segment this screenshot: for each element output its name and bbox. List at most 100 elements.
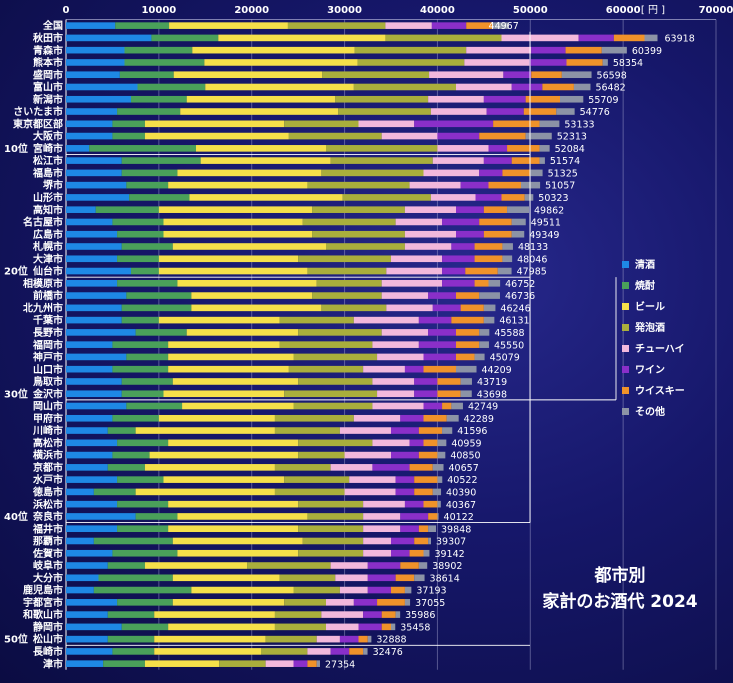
row-label: 大阪市 (33, 130, 63, 143)
bar-segment-5 (385, 22, 432, 29)
bar-segment-8 (391, 623, 396, 631)
bar-segment-5 (363, 525, 401, 533)
bar-row: 那覇市 39307 (33, 535, 466, 548)
legend-swatch (622, 282, 629, 289)
bar-segment-4 (219, 660, 266, 667)
bar-segment-6 (479, 169, 503, 177)
bar-segment-5 (429, 71, 504, 79)
total-label: 53133 (564, 119, 594, 130)
row-label: 富山市 (33, 81, 63, 94)
bar-segment-2 (112, 451, 150, 459)
bar-segment-6 (432, 304, 461, 312)
bar-segment-6 (428, 292, 456, 299)
bar-segment-8 (404, 586, 412, 594)
bar-segment-7 (507, 145, 540, 152)
unit-label: [ 円 ] (641, 5, 665, 16)
bar-segment-6 (409, 439, 424, 447)
bar-segment-1 (66, 169, 122, 177)
bar-segment-5 (377, 390, 415, 398)
bar-segment-3 (172, 243, 326, 250)
rank-label: 30位 (4, 387, 28, 400)
bar-segment-5 (404, 243, 452, 250)
bar-segment-3 (172, 599, 285, 606)
bar-segment-1 (66, 439, 118, 447)
bar-row: 岐阜市 38902 (33, 559, 462, 572)
bar-segment-3 (158, 255, 299, 263)
bar-segment-5 (381, 280, 443, 287)
total-label: 43719 (477, 377, 507, 388)
bar-segment-1 (66, 537, 94, 545)
bar-segment-4 (288, 132, 382, 140)
bar-segment-8 (492, 22, 509, 29)
legend-swatch (622, 324, 629, 331)
bar-segment-3 (163, 218, 303, 226)
bar-segment-3 (144, 660, 220, 667)
bar-segment-4 (293, 353, 378, 361)
bar-segment-6 (431, 22, 467, 29)
bar-segment-4 (274, 623, 326, 631)
bar-segment-3 (158, 267, 308, 275)
x-tick-label: 40000 (420, 5, 455, 16)
bar-segment-6 (395, 488, 415, 496)
bar-segment-7 (409, 464, 433, 471)
row-label: 名古屋市 (23, 216, 63, 229)
bar-segment-5 (409, 181, 461, 189)
bar-segment-2 (131, 267, 159, 275)
bar-row: 水戸市 40522 (32, 473, 478, 486)
bar-segment-2 (107, 464, 145, 471)
total-label: 46246 (500, 303, 530, 314)
bar-segment-8 (437, 476, 443, 483)
bar-segment-3 (168, 341, 280, 348)
bar-segment-5 (456, 83, 512, 91)
bar-segment-1 (66, 660, 104, 667)
bar-row: 金沢市 43698 (32, 387, 507, 400)
row-label: 岐阜市 (33, 559, 63, 572)
bar-segment-2 (103, 660, 145, 667)
bar-segment-2 (126, 402, 183, 410)
bar-segment-1 (66, 648, 113, 655)
bar-row: 甲府市 42289 (33, 412, 494, 425)
bar-segment-7 (511, 157, 540, 164)
bar-segment-1 (66, 157, 122, 164)
total-label: 32888 (376, 635, 406, 646)
bar-row: 長野市 45588 (33, 326, 525, 339)
x-tick-label: 60000 (606, 5, 641, 16)
bar-segment-4 (330, 157, 433, 164)
row-label: 宮崎市 (33, 142, 63, 155)
bar-segment-5 (339, 427, 391, 434)
bar-segment-1 (66, 390, 122, 398)
bar-segment-8 (456, 365, 477, 373)
rank-marker: 10位 (4, 142, 530, 155)
bar-segment-2 (112, 648, 155, 655)
x-tick-label: 10000 (141, 5, 176, 16)
bar-segment-8 (404, 599, 411, 606)
bar-segment-1 (66, 255, 118, 263)
bar-segment-5 (386, 304, 433, 312)
bar-segment-4 (293, 402, 373, 410)
bar-segment-5 (316, 635, 340, 643)
bar-segment-1 (66, 586, 94, 594)
bar-segment-3 (191, 586, 294, 594)
row-label: 山口市 (33, 363, 63, 376)
bar-segment-7 (488, 181, 521, 189)
row-label: 大津市 (33, 252, 63, 265)
bar-segment-3 (196, 145, 326, 152)
bar-segment-8 (539, 157, 545, 164)
bar-segment-7 (381, 611, 396, 618)
bar-row: 仙台市 47985 (33, 265, 547, 278)
row-label: 高知市 (33, 203, 63, 216)
bar-row: 長崎市 32476 (33, 645, 403, 658)
bar-segment-5 (386, 267, 443, 275)
bar-segment-4 (284, 599, 326, 606)
bar-segment-4 (298, 329, 382, 336)
bar-segment-2 (124, 59, 205, 66)
bar-segment-6 (404, 500, 424, 508)
bar-segment-3 (186, 95, 336, 103)
bar-segment-6 (428, 329, 456, 336)
bar-segment-8 (428, 525, 437, 533)
bar-row: 津市 27354 (43, 657, 355, 670)
total-label: 44967 (489, 21, 519, 32)
bar-row: 宮崎市 52084 (33, 142, 585, 155)
row-label: 奈良市 (32, 510, 63, 523)
bar-segment-8 (432, 488, 442, 496)
